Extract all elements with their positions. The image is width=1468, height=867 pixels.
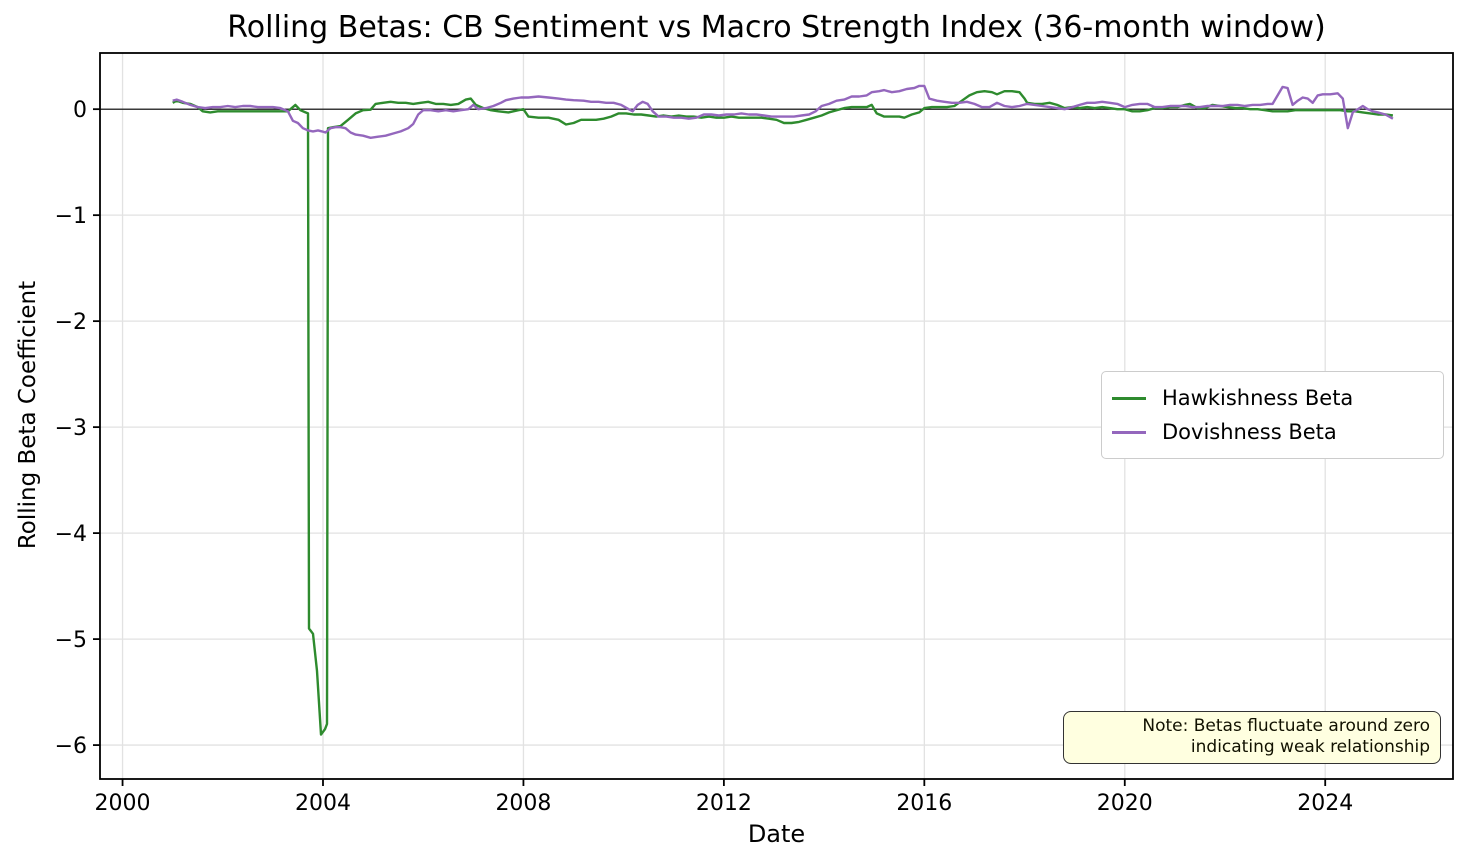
y-tick-label: −6 [55,734,87,759]
y-tick-label: 0 [73,98,87,123]
tick-labels: 2000 2004 2008 2012 2016 2020 2024 0 −1 −2 −3 −4 −5 −… [55,98,1354,816]
x-tick-label: 2024 [1297,791,1353,816]
y-tick-label: −4 [55,522,87,547]
note-annotation: Note: Betas fluctuate around zero indica… [1063,711,1441,764]
x-tick-label: 2008 [495,791,551,816]
x-tick-label: 2012 [696,791,752,816]
y-tick-label: −1 [55,204,87,229]
note-annotation-line2: indicating weak relationship [1190,737,1430,757]
x-tick-label: 2016 [896,791,952,816]
x-tick-label: 2004 [295,791,351,816]
legend-label-hawkishness: Hawkishness Beta [1162,386,1354,410]
legend-item-dovishness: Dovishness Beta [1112,420,1433,444]
note-annotation-line1: Note: Betas fluctuate around zero [1142,716,1430,736]
y-tick-label: −2 [55,310,87,335]
dovishness-beta-line [172,84,1394,140]
y-tick-label: −5 [55,628,87,653]
ticks [93,108,1327,786]
legend-item-hawkishness: Hawkishness Beta [1112,386,1433,410]
hawkishness-line-swatch-icon [1112,396,1146,400]
y-axis-label: Rolling Beta Coefficient [15,280,41,550]
y-tick-label: −3 [55,416,87,441]
x-axis-label: Date [747,820,806,848]
x-tick-label: 2000 [95,791,151,816]
legend-label-dovishness: Dovishness Beta [1162,420,1337,444]
dovishness-line-swatch-icon [1112,430,1146,434]
legend: Hawkishness Beta Dovishness Beta [1101,371,1444,459]
x-tick-label: 2020 [1097,791,1153,816]
chart-title: Rolling Betas: CB Sentiment vs Macro Str… [227,10,1326,45]
plot-border [99,52,1454,780]
